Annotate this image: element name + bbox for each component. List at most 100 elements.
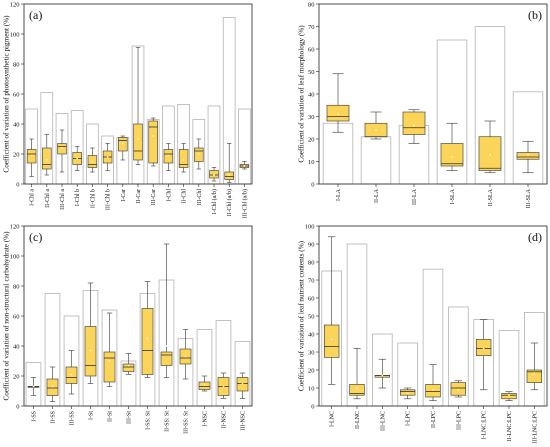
y-tick-label: 100: [10, 31, 20, 38]
panel-b: 0 10 20 30 40 50 60 70 80 I-LA II-LA III-LA I-SLA II-…: [298, 1, 548, 208]
y-tick-label: 100: [305, 223, 315, 230]
category-label: I-Car: [121, 189, 127, 202]
y-tick-label: 40: [13, 343, 20, 350]
y-tick-label: 60: [308, 295, 315, 302]
mean-marker: [375, 129, 377, 131]
iqr-box: [516, 152, 540, 160]
panel-c: 0 20 40 60 80 100 120 I-SS II-SS III-SS I-St II-St I…: [3, 223, 253, 434]
y-axis-title: Coefficient of variation of leaf nutrien…: [298, 240, 306, 391]
y-tick-label: 10: [308, 159, 315, 166]
mean-marker: [213, 174, 215, 176]
mean-marker: [482, 347, 485, 350]
mean-marker: [356, 387, 358, 389]
category-label: III-NSC: [241, 411, 247, 431]
reference-bar: [360, 136, 392, 185]
category-label: III-LA: [412, 188, 418, 205]
category-label: I-LNC:LPC: [482, 411, 488, 440]
category-label: III-St: [127, 411, 133, 424]
category-label: II-SLA: [488, 188, 494, 206]
iqr-box: [400, 389, 416, 396]
y-axis-title: Coefficient of variation of leaf morphol…: [298, 25, 306, 163]
category-label: II-SS: St: [165, 411, 171, 432]
panel-letter: (c): [29, 230, 42, 244]
category-label: III-SS: St: [184, 411, 190, 434]
category-label: II-LPC: [431, 411, 437, 428]
y-tick-label: 50: [308, 69, 315, 76]
category-label: II-NSC: [222, 411, 228, 429]
y-tick-label: 120: [10, 223, 20, 230]
iqr-box: [133, 123, 143, 161]
category-label: II-Chl b: [90, 189, 96, 208]
category-label: II-Chl (a/b): [226, 189, 233, 217]
category-label: III-Chl (a/b): [241, 189, 248, 219]
category-label: III-Chl: [197, 189, 203, 206]
y-tick-label: 0: [16, 181, 19, 188]
iqr-box: [122, 363, 135, 372]
y-tick-label: 40: [13, 121, 20, 128]
mean-marker: [76, 157, 79, 160]
category-label: II-Car: [136, 189, 142, 204]
panel-letter: (b): [528, 8, 542, 22]
mean-marker: [106, 156, 109, 158]
y-tick-label: 70: [308, 277, 315, 284]
y-tick-label: 80: [308, 1, 315, 8]
mean-marker: [121, 142, 124, 145]
category-label: I-LA: [336, 188, 342, 201]
category-label: I-SS: [32, 411, 38, 422]
mean-marker: [241, 382, 244, 385]
mean-marker: [137, 138, 139, 140]
y-axis-title: Coefficient of variation of non-structur…: [3, 231, 11, 401]
y-tick-label: 120: [10, 1, 20, 8]
iqr-box: [402, 111, 426, 135]
mean-marker: [127, 364, 130, 367]
mean-marker: [337, 113, 339, 116]
mean-marker: [108, 360, 111, 362]
mean-marker: [489, 153, 491, 156]
iqr-box: [478, 136, 502, 171]
mean-marker: [45, 159, 48, 161]
y-tick-label: 20: [13, 373, 20, 380]
category-label: III-SS: [70, 411, 76, 426]
category-label: III-Car: [151, 189, 157, 206]
category-label: I-LNC: [330, 411, 336, 427]
mean-marker: [165, 345, 168, 347]
mean-marker: [146, 337, 149, 340]
category-label: I-SS: St: [146, 411, 152, 430]
mean-marker: [330, 338, 333, 341]
iqr-box: [160, 351, 173, 366]
category-label: III-LNC:LPC: [532, 411, 538, 444]
y-tick-label: 20: [13, 151, 20, 158]
category-label: I-Chl: [166, 189, 172, 202]
mean-marker: [51, 385, 54, 388]
mean-marker: [432, 388, 434, 391]
category-label: III-Chl a: [60, 189, 66, 210]
panel-d: 0 10 20 30 40 50 60 70 80 90 100 I-LNC II-LNC III-LNC…: [298, 223, 548, 444]
category-label: II-SS: [51, 411, 57, 424]
mean-marker: [533, 372, 536, 375]
iqr-box: [141, 308, 154, 375]
mean-marker: [527, 153, 529, 156]
y-tick-label: 60: [13, 313, 20, 320]
mean-marker: [381, 374, 384, 377]
y-tick-label: 40: [308, 331, 315, 338]
iqr-box: [349, 384, 365, 396]
iqr-box: [440, 143, 464, 167]
iqr-box: [42, 147, 52, 170]
category-label: II-LA: [374, 188, 380, 203]
mean-marker: [203, 384, 206, 386]
mean-marker: [61, 147, 63, 149]
mean-marker: [152, 135, 155, 137]
y-tick-label: 10: [308, 385, 315, 392]
mean-marker: [457, 388, 460, 391]
y-tick-label: 80: [13, 283, 20, 290]
category-label: I-NSC: [203, 411, 209, 427]
mean-marker: [508, 394, 510, 397]
iqr-box: [148, 120, 158, 164]
mean-marker: [32, 385, 35, 388]
y-tick-label: 40: [308, 91, 315, 98]
mean-marker: [30, 154, 33, 157]
y-tick-label: 70: [308, 24, 315, 31]
y-tick-label: 30: [308, 114, 315, 121]
iqr-box: [324, 324, 340, 358]
category-label: I-St: [89, 411, 95, 420]
